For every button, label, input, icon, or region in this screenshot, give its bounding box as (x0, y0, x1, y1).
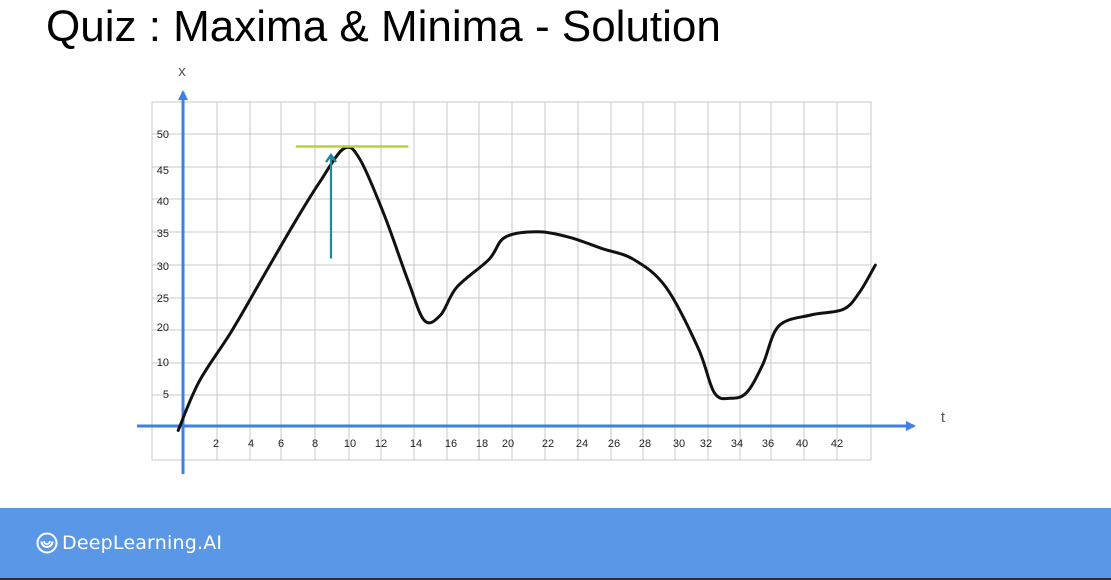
y-tick-label: 10 (157, 357, 169, 369)
x-tick-label: 40 (796, 438, 808, 450)
brand-name: DeepLearning.AI (62, 532, 223, 554)
x-tick-label: 2 (213, 438, 219, 450)
slide-title: Quiz : Maxima & Minima - Solution (46, 2, 721, 51)
x-tick-label: 18 (476, 438, 488, 450)
chart-grid (151, 101, 872, 461)
y-tick-label: 50 (157, 129, 169, 141)
x-tick-labels: 2 4 6 8 10 12 14 16 18 20 22 24 26 28 30 32 34 36 40 42 (213, 438, 843, 450)
x-tick-label: 32 (700, 438, 712, 450)
brand-logo: DeepLearning.AI (36, 532, 222, 554)
deeplearning-logo-icon (36, 532, 58, 554)
x-tick-label: 20 (502, 438, 514, 450)
x-tick-label: 42 (831, 438, 843, 450)
x-tick-label: 8 (312, 438, 318, 450)
x-tick-label: 24 (576, 438, 588, 450)
x-tick-label: 26 (608, 438, 620, 450)
x-tick-label: 6 (278, 438, 284, 450)
x-tick-label: 12 (375, 438, 387, 450)
y-tick-label: 20 (157, 322, 169, 334)
x-tick-label: 10 (344, 438, 356, 450)
x-tick-label: 22 (542, 438, 554, 450)
x-tick-label: 4 (248, 438, 254, 450)
y-tick-labels: 5 10 20 25 30 35 40 45 50 (157, 129, 169, 401)
y-tick-label: 35 (157, 228, 169, 240)
chart: 2 4 6 8 10 12 14 16 18 20 22 24 26 28 30 32 34 36 40 42 510… (137, 63, 946, 474)
x-tick-label: 36 (762, 438, 774, 450)
y-tick-label: 5 (163, 389, 169, 401)
function-curve (176, 145, 877, 432)
x-axis-label: t (941, 409, 946, 426)
x-tick-label: 34 (731, 438, 743, 450)
x-tick-label: 28 (639, 438, 651, 450)
y-tick-label: 25 (157, 293, 169, 305)
x-tick-label: 14 (410, 438, 422, 450)
y-axis-label: x (178, 63, 186, 80)
y-tick-label: 45 (157, 165, 169, 177)
y-tick-label: 40 (157, 196, 169, 208)
x-tick-label: 30 (673, 438, 685, 450)
footer-bar: DeepLearning.AI (0, 508, 1111, 580)
y-tick-label: 30 (157, 261, 169, 273)
x-tick-label: 16 (445, 438, 457, 450)
